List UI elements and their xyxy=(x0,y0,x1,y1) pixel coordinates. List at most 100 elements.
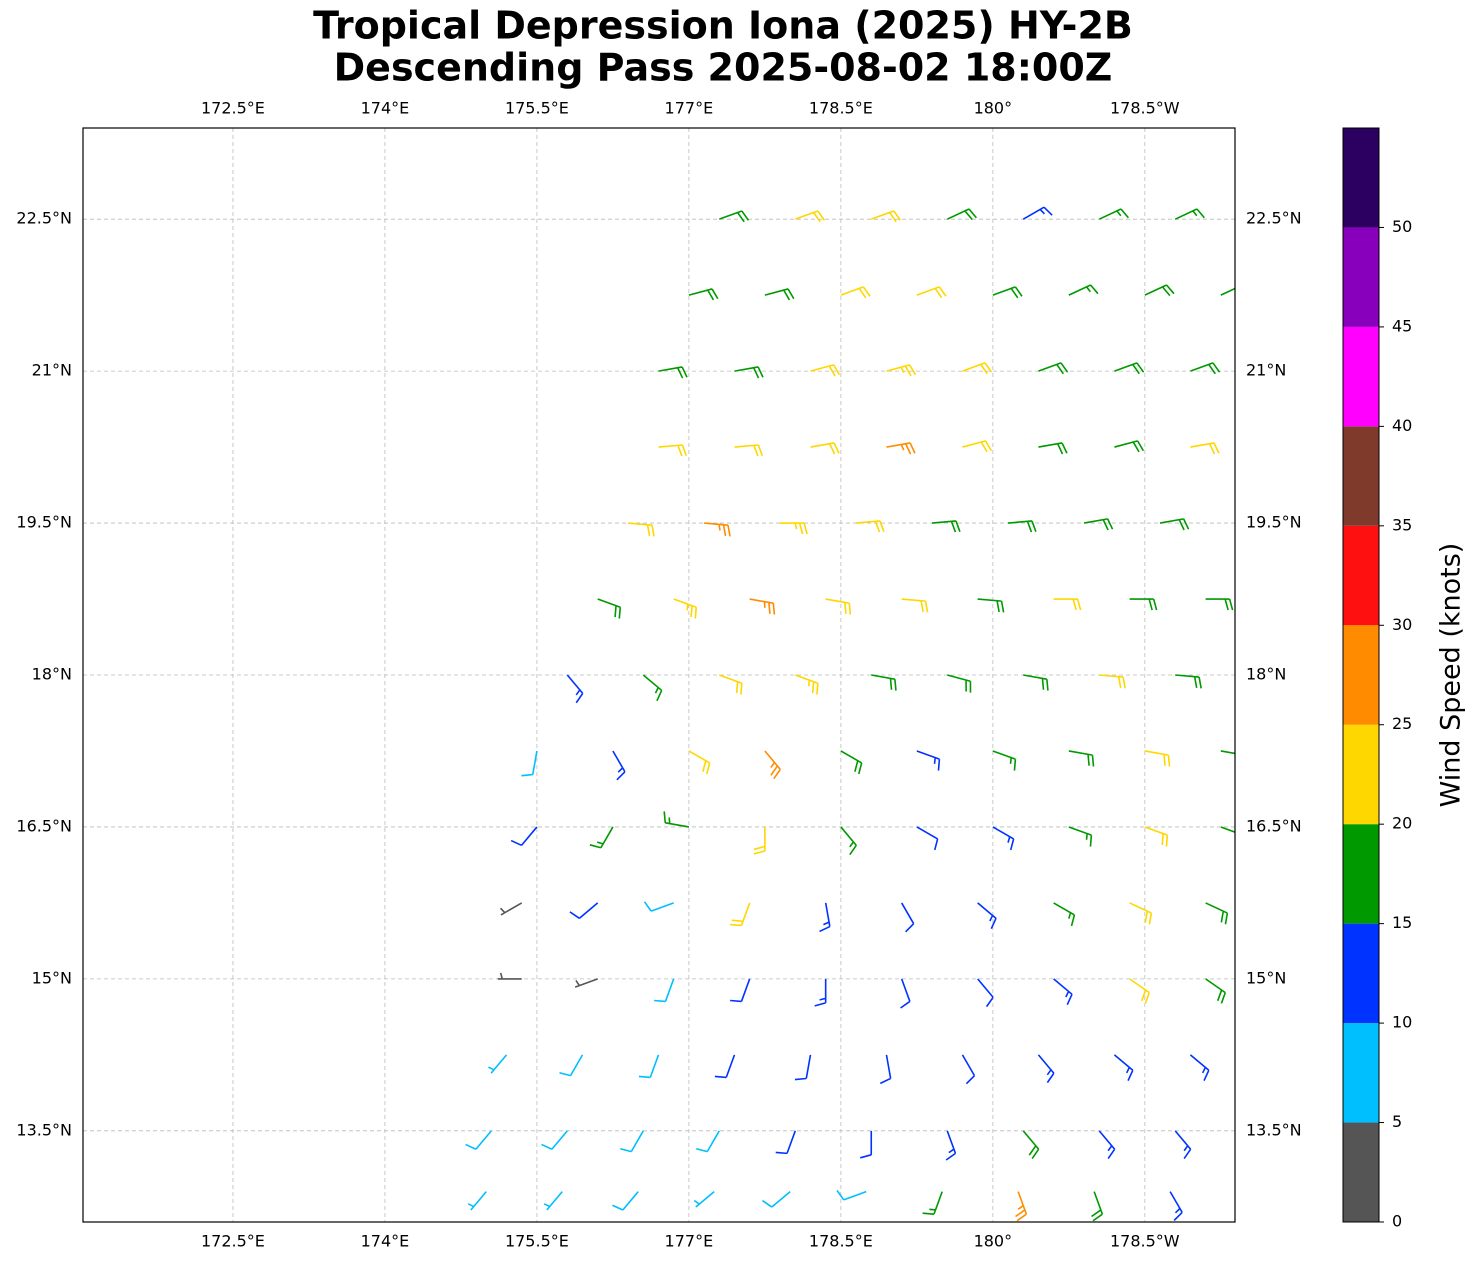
colorbar-tick-label: 45 xyxy=(1392,316,1412,335)
wind-barb xyxy=(1190,362,1221,375)
wind-barb xyxy=(795,674,819,695)
wind-barb xyxy=(749,598,776,615)
wind-barb xyxy=(1053,902,1076,927)
wind-barb xyxy=(1022,206,1053,220)
colorbar-swatch xyxy=(1343,426,1379,526)
colorbar-label: Wind Speed (knots) xyxy=(1436,543,1467,808)
wind-barb xyxy=(559,1054,584,1077)
wind-barb xyxy=(916,286,947,299)
wind-barb xyxy=(977,902,997,930)
wind-barb xyxy=(734,366,764,379)
x-tick-label: 178.5°W xyxy=(1110,99,1180,118)
wind-barb xyxy=(499,902,523,916)
wind-barb xyxy=(730,978,751,1003)
y-tick-label: 22.5°N xyxy=(1246,209,1302,228)
wind-barb xyxy=(825,598,852,615)
y-tick-label: 15°N xyxy=(32,968,72,987)
wind-barb xyxy=(916,750,941,771)
wind-barb xyxy=(488,1054,508,1074)
wind-barb xyxy=(696,1130,720,1153)
wind-barb xyxy=(1220,287,1235,296)
wind-barb xyxy=(467,1191,487,1211)
wind-barb xyxy=(1068,284,1099,296)
wind-barb xyxy=(1068,826,1093,847)
colorbar-tick-label: 35 xyxy=(1392,515,1412,534)
y-tick-label: 19.5°N xyxy=(1246,513,1302,532)
colorbar: 0 5 10 15 20 25 30 35 40 45 50 xyxy=(1342,127,1412,1231)
wind-barb xyxy=(1205,902,1229,925)
colorbar-swatch xyxy=(1343,1023,1379,1123)
wind-barb xyxy=(1068,750,1095,767)
wind-barb xyxy=(693,1190,715,1208)
wind-barb xyxy=(465,1130,492,1150)
colorbar-swatch xyxy=(1343,724,1379,825)
colorbar-swatch xyxy=(1343,227,1379,327)
wind-barb xyxy=(643,901,674,912)
wind-barb xyxy=(1189,1054,1210,1081)
y-tick-label: 19.5°N xyxy=(16,513,72,532)
wind-barb xyxy=(870,210,902,223)
x-tick-label: 174°E xyxy=(361,1232,410,1251)
wind-barb xyxy=(569,902,599,920)
wind-barb xyxy=(1144,284,1175,297)
wind-barb xyxy=(901,598,929,613)
wind-barb xyxy=(663,811,690,828)
wind-barb xyxy=(962,362,993,375)
wind-barb xyxy=(730,902,751,927)
wind-barb xyxy=(1205,978,1227,1004)
wind-barb xyxy=(947,674,972,693)
wind-barb xyxy=(574,978,598,988)
y-tick-label: 13.5°N xyxy=(16,1120,72,1139)
x-tick-label: 178.5°W xyxy=(1110,1232,1180,1251)
colorbar-tick-label: 25 xyxy=(1392,714,1412,733)
wind-barb xyxy=(1023,674,1049,691)
wind-barb xyxy=(628,522,655,537)
wind-barb xyxy=(780,522,808,535)
y-tick-label: 21°N xyxy=(1246,361,1286,380)
wind-barb xyxy=(1174,208,1205,220)
x-tick-label: 180° xyxy=(974,1232,1013,1251)
wind-barb xyxy=(1220,826,1235,833)
wind-barb xyxy=(521,750,538,777)
colorbar-tick-label: 30 xyxy=(1392,615,1412,634)
wind-barb xyxy=(916,826,939,851)
wind-barb xyxy=(992,826,1015,851)
wind-barb xyxy=(1175,674,1202,689)
wind-barb xyxy=(612,750,626,781)
wind-barb xyxy=(855,520,885,533)
colorbar-swatch xyxy=(1343,326,1379,427)
colorbar-tick-label: 15 xyxy=(1392,913,1412,932)
colorbar-tick-label: 20 xyxy=(1392,814,1412,833)
wind-barb xyxy=(734,444,764,457)
wind-barb xyxy=(900,902,915,933)
y-tick-label: 22.5°N xyxy=(16,209,72,228)
colorbar-tick-label: 40 xyxy=(1392,416,1412,435)
wind-barb xyxy=(871,674,897,691)
colorbar-tick-label: 50 xyxy=(1392,217,1412,236)
wind-barb xyxy=(620,1130,644,1153)
barbs xyxy=(465,206,1235,1222)
wind-barb xyxy=(719,674,743,695)
wind-barb xyxy=(497,972,522,980)
wind-barb xyxy=(1190,442,1220,455)
x-tick-label: 174°E xyxy=(361,99,410,118)
wind-barb xyxy=(1098,1130,1116,1160)
wind-barb xyxy=(1091,1191,1104,1222)
wind-barb xyxy=(589,826,614,849)
wind-barb xyxy=(945,1130,957,1161)
x-tick-label: 180° xyxy=(974,99,1013,118)
wind-barb xyxy=(719,210,750,223)
wind-barb xyxy=(962,440,993,453)
wind-barb xyxy=(1114,440,1145,453)
wind-barb xyxy=(753,826,766,855)
wind-barb xyxy=(1083,518,1114,531)
colorbar-swatch xyxy=(1343,525,1379,626)
wind-barb xyxy=(638,1054,660,1079)
wind-barb xyxy=(1007,520,1037,533)
wind-barb xyxy=(612,1191,639,1211)
wind-barb xyxy=(794,1054,812,1081)
wind-barb xyxy=(879,1054,892,1085)
wind-barb xyxy=(819,902,831,933)
grid xyxy=(83,128,1235,1222)
wind-barb xyxy=(795,210,826,223)
